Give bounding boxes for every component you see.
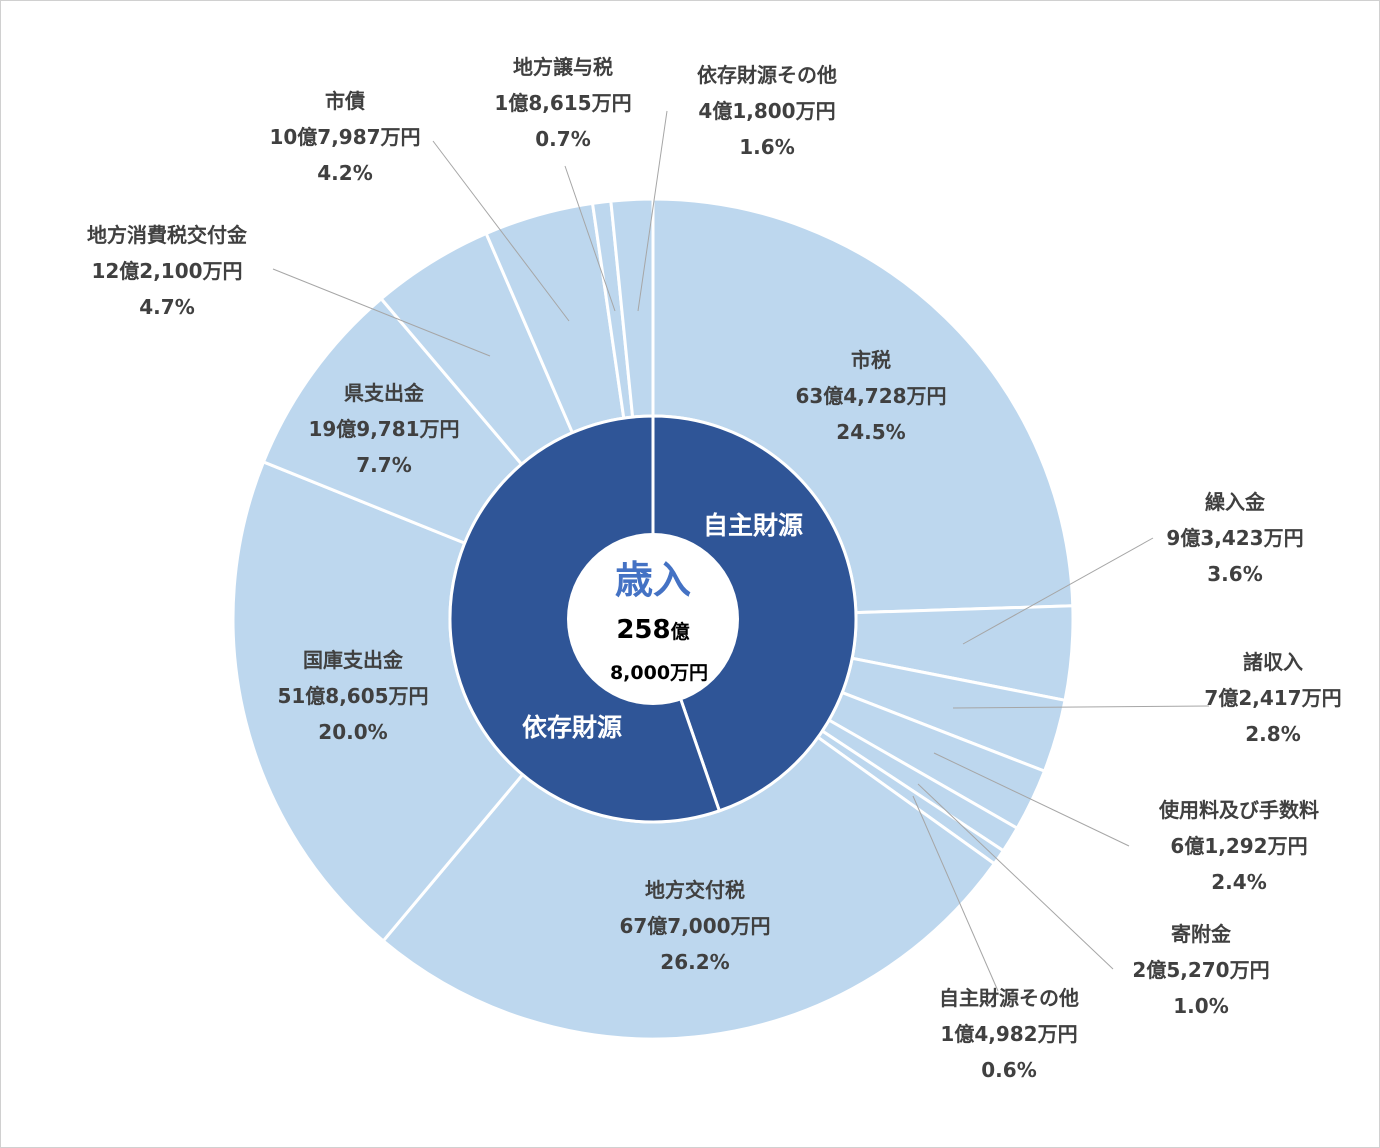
slice-name: 地方交付税 bbox=[645, 878, 745, 902]
leader-line-12 bbox=[637, 110, 668, 312]
slice-amount: 63億4,728万円 bbox=[795, 384, 946, 408]
slice-percent: 3.6% bbox=[1207, 562, 1262, 586]
slice-name: 寄附金 bbox=[1171, 922, 1232, 946]
slice-percent: 2.8% bbox=[1245, 722, 1300, 746]
slice-label-4: 寄附金 2億5,270万円 1.0% bbox=[1132, 922, 1269, 1018]
slice-percent: 24.5% bbox=[836, 420, 905, 444]
slice-name: 諸収入 bbox=[1243, 650, 1303, 674]
slice-amount: 1億8,615万円 bbox=[494, 91, 631, 115]
center-hole bbox=[567, 533, 739, 705]
inner-label-1: 依存財源 bbox=[522, 713, 622, 742]
slice-name: 繰入金 bbox=[1205, 490, 1266, 514]
slice-percent: 26.2% bbox=[660, 950, 729, 974]
slice-name: 使用料及び手数料 bbox=[1158, 798, 1319, 822]
slice-percent: 1.0% bbox=[1173, 994, 1228, 1018]
slice-amount: 19億9,781万円 bbox=[308, 417, 459, 441]
slice-label-0: 市税 63億4,728万円 24.5% bbox=[795, 348, 946, 444]
outer-ring bbox=[231, 197, 1075, 1041]
slice-percent: 0.7% bbox=[535, 127, 590, 151]
inner-ring bbox=[448, 414, 858, 824]
leader-lines bbox=[272, 110, 1210, 992]
slice-amount: 6億1,292万円 bbox=[1170, 834, 1307, 858]
leader-line-1 bbox=[962, 537, 1154, 645]
slice-label-9: 地方消費税交付金 12億2,100万円 4.7% bbox=[87, 223, 248, 319]
slice-percent: 7.7% bbox=[356, 453, 411, 477]
slice-amount: 1億4,982万円 bbox=[940, 1022, 1077, 1046]
slice-percent: 20.0% bbox=[318, 720, 387, 744]
slice-percent: 1.6% bbox=[739, 135, 794, 159]
center-amount-main: 258 bbox=[616, 615, 670, 645]
slice-label-7: 国庫支出金 51億8,605万円 20.0% bbox=[277, 648, 428, 744]
slice-amount: 67億7,000万円 bbox=[619, 914, 770, 938]
slice-label-5: 自主財源その他 1億4,982万円 0.6% bbox=[939, 986, 1079, 1082]
slice-name: 自主財源その他 bbox=[939, 986, 1079, 1010]
slice-amount: 2億5,270万円 bbox=[1132, 958, 1269, 982]
slice-label-3: 使用料及び手数料 6億1,292万円 2.4% bbox=[1158, 798, 1319, 894]
center-amount: 258億 bbox=[616, 615, 689, 645]
slice-amount: 10億7,987万円 bbox=[269, 125, 420, 149]
slice-name: 依存財源その他 bbox=[697, 63, 837, 87]
slice-label-6: 地方交付税 67億7,000万円 26.2% bbox=[619, 878, 770, 974]
slice-label-12: 依存財源その他 4億1,800万円 1.6% bbox=[697, 63, 837, 159]
leader-line-3 bbox=[933, 752, 1130, 847]
slice-label-1: 繰入金 9億3,423万円 3.6% bbox=[1166, 490, 1303, 586]
leader-line-11 bbox=[564, 165, 616, 312]
slice-amount: 9億3,423万円 bbox=[1166, 526, 1303, 550]
leader-line-5 bbox=[912, 795, 999, 992]
slice-percent: 0.6% bbox=[981, 1058, 1036, 1082]
slice-name: 国庫支出金 bbox=[303, 648, 404, 672]
slice-label-8: 県支出金 19億9,781万円 7.7% bbox=[308, 381, 459, 477]
slice-label-11: 地方譲与税 1億8,615万円 0.7% bbox=[494, 55, 631, 151]
slice-percent: 2.4% bbox=[1211, 870, 1266, 894]
slice-name: 地方消費税交付金 bbox=[87, 223, 248, 247]
center-amount-unit: 億 bbox=[671, 620, 690, 643]
slice-amount: 4億1,800万円 bbox=[698, 99, 835, 123]
slice-percent: 4.7% bbox=[139, 295, 194, 319]
outer-labels: 市税 63億4,728万円 24.5% 繰入金 9億3,423万円 3.6% 諸収入 7億2,… bbox=[87, 55, 1342, 1082]
center-title: 歳入 bbox=[615, 558, 691, 602]
slice-label-2: 諸収入 7億2,417万円 2.8% bbox=[1204, 650, 1341, 746]
slice-name: 地方譲与税 bbox=[513, 55, 613, 79]
slice-name: 県支出金 bbox=[344, 381, 425, 405]
leader-line-9 bbox=[272, 268, 491, 357]
inner-label-0: 自主財源 bbox=[703, 511, 803, 540]
slice-amount: 12億2,100万円 bbox=[91, 259, 242, 283]
slice-label-10: 市債 10億7,987万円 4.2% bbox=[269, 89, 420, 185]
center-amount-sub: 8,000万円 bbox=[610, 662, 708, 684]
leader-line-10 bbox=[432, 140, 570, 322]
slice-amount: 51億8,605万円 bbox=[277, 684, 428, 708]
slice-amount: 7億2,417万円 bbox=[1204, 686, 1341, 710]
slice-name: 市債 bbox=[325, 89, 365, 113]
slice-name: 市税 bbox=[851, 348, 891, 372]
leader-line-4 bbox=[917, 783, 1114, 970]
leader-line-2 bbox=[952, 705, 1210, 709]
slice-percent: 4.2% bbox=[317, 161, 372, 185]
